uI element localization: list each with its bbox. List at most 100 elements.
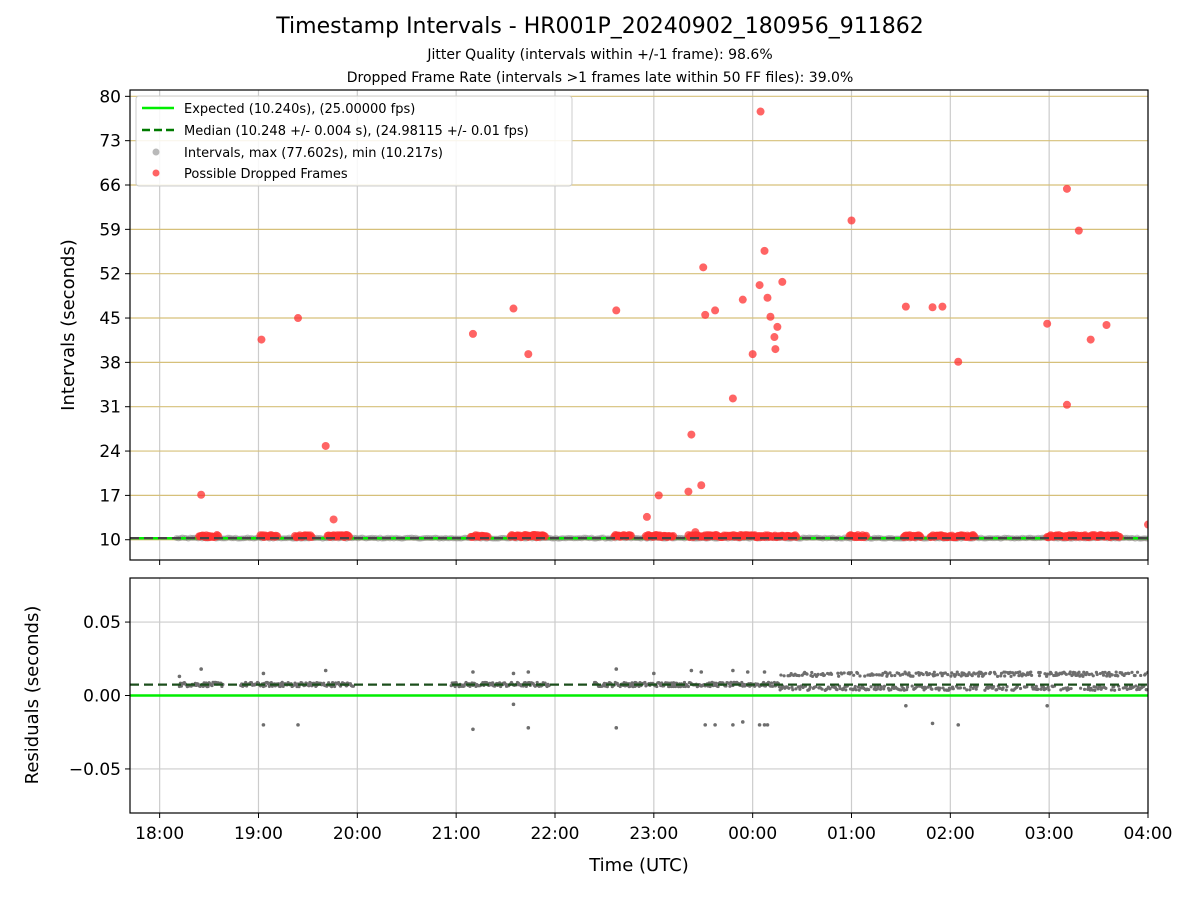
residual-point bbox=[904, 672, 908, 676]
y-tick-label: 59 bbox=[99, 220, 121, 240]
y-axis-label-residuals: Residuals (seconds) bbox=[22, 606, 43, 785]
residual-point bbox=[1049, 671, 1053, 676]
residual-point bbox=[814, 685, 818, 689]
residual-point bbox=[1041, 685, 1046, 689]
residual-point bbox=[1101, 673, 1106, 677]
residual-point bbox=[857, 688, 861, 692]
residual-point bbox=[772, 680, 777, 685]
residual-point bbox=[940, 674, 944, 678]
residual-point bbox=[856, 671, 860, 675]
dropped-frame-point bbox=[483, 532, 492, 541]
residual-point bbox=[888, 671, 892, 675]
residual-point bbox=[910, 684, 914, 688]
residual-point bbox=[1104, 686, 1108, 690]
y-tick-label: 66 bbox=[99, 176, 121, 196]
intervals-plot-frame bbox=[129, 89, 1149, 561]
residual-point bbox=[879, 685, 883, 689]
residual-point bbox=[297, 685, 301, 689]
residual-point bbox=[1117, 687, 1121, 692]
residual-outlier-point bbox=[1045, 703, 1049, 708]
dropped-frame-point bbox=[728, 394, 737, 403]
dropped-frame-point bbox=[773, 322, 782, 331]
y-tick-label: 10 bbox=[99, 531, 121, 551]
legend-swatch-intervals bbox=[152, 148, 160, 156]
y-tick-label: 80 bbox=[99, 87, 121, 107]
residual-point bbox=[810, 674, 815, 678]
dropped-frame-point bbox=[524, 350, 533, 359]
dropped-frame-point bbox=[654, 491, 663, 500]
residual-point bbox=[1101, 670, 1105, 675]
residual-outlier-point bbox=[956, 723, 961, 727]
y-axis-label-intervals: Intervals (seconds) bbox=[58, 239, 79, 411]
residual-point bbox=[210, 683, 214, 688]
residual-point bbox=[863, 674, 867, 678]
residual-point bbox=[924, 686, 928, 690]
residual-outlier-point bbox=[731, 723, 735, 727]
residual-point bbox=[968, 688, 972, 692]
residual-point bbox=[1109, 688, 1114, 692]
dropped-frame-point bbox=[691, 528, 700, 537]
dropped-frame-point bbox=[509, 304, 518, 313]
x-axis-label: Time (UTC) bbox=[588, 855, 689, 876]
residual-point bbox=[1069, 686, 1073, 691]
residual-point bbox=[992, 685, 996, 689]
dropped-frame-point bbox=[954, 357, 963, 366]
dropped-frame-point bbox=[468, 329, 477, 338]
dropped-frame-point bbox=[1086, 335, 1095, 344]
residual-outlier-point bbox=[511, 702, 516, 707]
residual-point bbox=[1086, 685, 1091, 689]
dropped-frame-point bbox=[294, 314, 303, 323]
residual-point bbox=[958, 686, 963, 690]
residual-point bbox=[1127, 671, 1131, 676]
residual-outlier-point bbox=[699, 670, 704, 674]
x-tick-label: 19:00 bbox=[234, 824, 283, 844]
x-tick-label: 03:00 bbox=[1025, 824, 1074, 844]
residual-outlier-point bbox=[713, 723, 717, 727]
dropped-frame-point bbox=[1062, 184, 1071, 193]
residual-point bbox=[889, 688, 893, 692]
residual-point bbox=[1143, 672, 1148, 676]
dropped-frame-point bbox=[1102, 321, 1111, 329]
residual-point bbox=[965, 688, 969, 692]
residual-point bbox=[1145, 688, 1148, 692]
residual-point bbox=[987, 685, 991, 689]
residual-outlier-point bbox=[762, 723, 767, 727]
residual-point bbox=[1039, 687, 1043, 691]
dropped-frame-point bbox=[766, 312, 775, 321]
residual-point bbox=[849, 670, 853, 675]
residual-point bbox=[332, 684, 337, 689]
residual-point bbox=[828, 687, 832, 691]
residual-point bbox=[796, 685, 800, 689]
residual-point bbox=[858, 674, 862, 678]
residual-point bbox=[1014, 671, 1018, 675]
residual-point bbox=[984, 671, 988, 675]
residual-point bbox=[962, 686, 966, 690]
residual-point bbox=[881, 671, 885, 676]
residual-point bbox=[938, 686, 942, 690]
residual-point bbox=[1073, 671, 1077, 675]
residual-point bbox=[920, 685, 925, 689]
y-tick-label: 24 bbox=[99, 442, 121, 462]
residual-outlier-point bbox=[471, 670, 475, 674]
residual-point bbox=[782, 674, 786, 678]
dropped-frame-point bbox=[697, 481, 706, 490]
y-tick-label: 45 bbox=[99, 309, 121, 329]
residual-point bbox=[1001, 686, 1005, 690]
residual-point bbox=[1045, 672, 1049, 676]
residual-point bbox=[882, 684, 887, 688]
residual-point bbox=[631, 685, 635, 689]
residual-point bbox=[852, 673, 856, 677]
residual-outlier-point bbox=[511, 671, 516, 676]
residual-outlier-point bbox=[177, 674, 182, 679]
residual-point bbox=[878, 673, 882, 677]
residual-point bbox=[1036, 687, 1040, 691]
residual-point bbox=[871, 673, 876, 677]
dropped-frame-point bbox=[1043, 319, 1052, 328]
residual-point bbox=[729, 680, 733, 684]
residual-point bbox=[535, 680, 539, 685]
residual-outlier-point bbox=[652, 671, 656, 676]
residual-point bbox=[886, 672, 890, 676]
residual-point bbox=[836, 671, 840, 675]
residual-point bbox=[1038, 670, 1042, 675]
